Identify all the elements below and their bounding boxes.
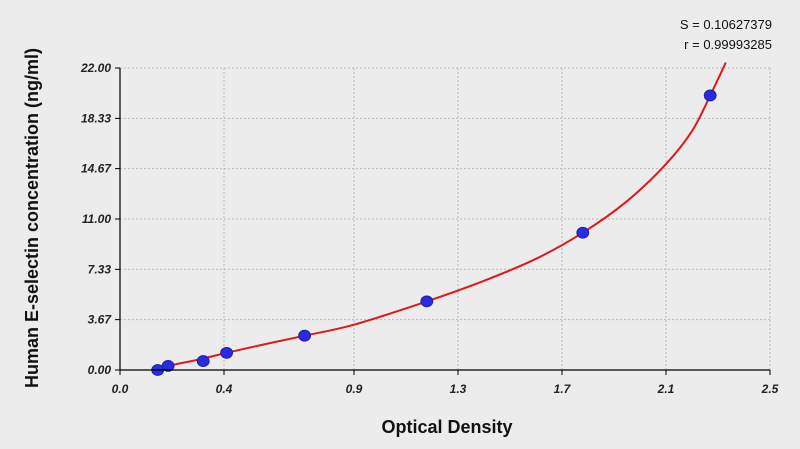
y-axis-title: Human E-selectin concentration (ng/ml) [22,48,42,388]
grid-lines [120,67,771,370]
x-tick-label: 0.9 [346,382,363,396]
y-axis-ticks: 0.00 3.67 7.33 11.00 14.67 18.33 22.00 [80,61,120,377]
data-point [576,226,590,239]
y-tick-label: 0.00 [88,363,112,377]
data-point [298,329,312,342]
stat-s-value: S = 0.10627379 [680,17,772,32]
y-tick-label: 7.33 [88,262,112,276]
stat-r-value: r = 0.99993285 [684,37,772,52]
y-tick-label: 18.33 [81,111,111,125]
y-tick-label: 3.67 [88,313,113,327]
y-tick-label: 22.00 [80,61,111,75]
y-tick-label: 11.00 [82,212,111,226]
x-tick-label: 2.5 [761,382,779,396]
fit-curve-layer [153,62,727,373]
data-point [161,359,175,372]
x-tick-label: 0.0 [112,382,129,396]
y-tick-label: 14.67 [81,162,112,176]
data-point [703,89,717,102]
fit-curve [153,62,727,373]
data-point [196,355,210,367]
x-axis-ticks: 0.0 0.4 0.9 1.3 1.7 2.1 2.5 [112,370,779,396]
data-point [220,346,234,359]
x-axis-title: Optical Density [381,417,512,437]
x-tick-label: 1.7 [554,382,572,396]
x-tick-label: 1.3 [450,382,467,396]
x-tick-label: 2.1 [657,382,675,396]
data-point [420,295,434,308]
x-tick-label: 0.4 [216,382,233,396]
